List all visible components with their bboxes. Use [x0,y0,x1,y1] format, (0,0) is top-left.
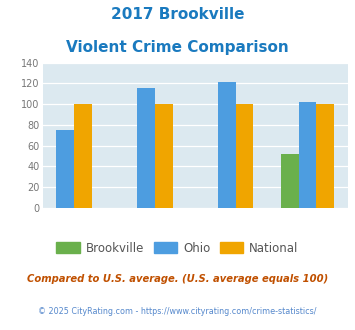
Text: Compared to U.S. average. (U.S. average equals 100): Compared to U.S. average. (U.S. average … [27,274,328,284]
Bar [137,87,155,208]
Bar [218,82,236,208]
Bar [299,102,316,208]
Legend: Brookville, Ohio, National: Brookville, Ohio, National [51,237,304,259]
Bar [316,104,334,208]
Text: Violent Crime Comparison: Violent Crime Comparison [66,40,289,54]
Bar [74,104,92,208]
Text: 2017 Brookville: 2017 Brookville [111,7,244,21]
Bar [56,130,74,208]
Bar [236,104,253,208]
Text: © 2025 CityRating.com - https://www.cityrating.com/crime-statistics/: © 2025 CityRating.com - https://www.city… [38,307,317,316]
Bar [155,104,173,208]
Bar [281,154,299,208]
